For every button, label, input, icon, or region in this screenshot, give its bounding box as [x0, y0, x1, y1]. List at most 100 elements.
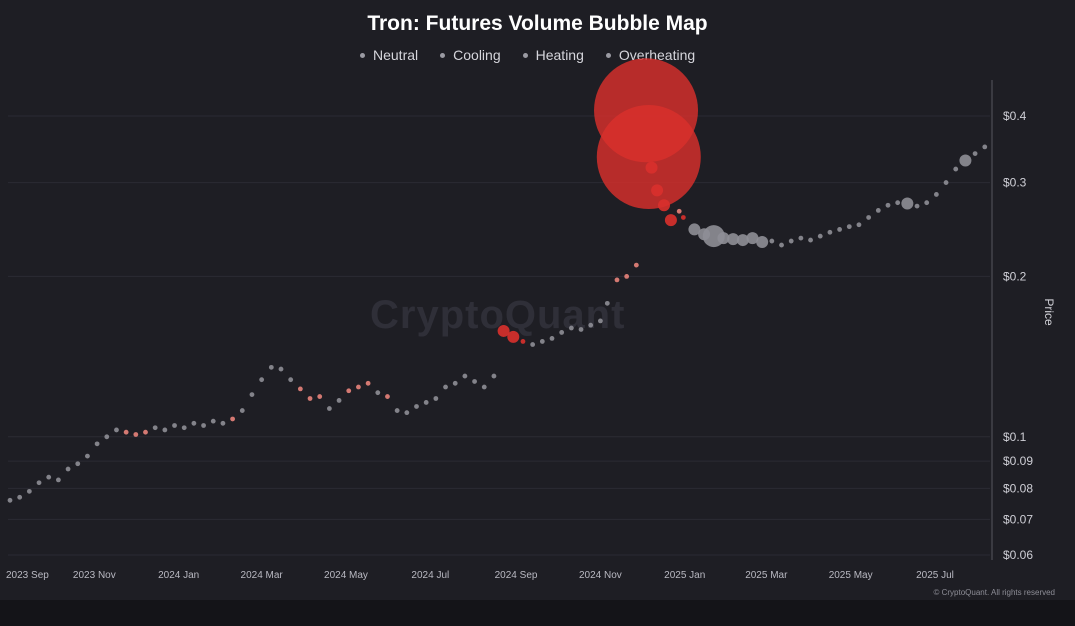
data-point-neutral: [94, 441, 100, 447]
data-point-neutral: [172, 423, 177, 428]
y-tick-labels: $0.4 $0.3 $0.2 $0.1 $0.09 $0.08 $0.07 $0.06: [1003, 109, 1033, 562]
data-point-neutral: [181, 425, 187, 431]
data-point-overheating: [507, 330, 520, 343]
data-point-neutral: [104, 434, 110, 440]
data-point-neutral: [191, 420, 197, 426]
data-point-neutral: [924, 200, 930, 206]
data-point-neutral: [866, 215, 872, 220]
data-point-overheating: [645, 161, 658, 174]
data-point-heating: [624, 273, 630, 279]
x-tick-label: 2025 Jul: [916, 570, 954, 581]
x-tick-label: 2025 Jan: [664, 570, 705, 581]
legend-marker-neutral: [360, 52, 365, 58]
y-tick-label: $0.3: [1003, 176, 1027, 190]
data-point-heating: [297, 386, 303, 392]
data-point-neutral: [856, 222, 862, 228]
x-tick-label: 2024 Nov: [579, 570, 622, 581]
data-point-neutral: [688, 223, 701, 236]
data-point-neutral: [798, 235, 804, 241]
data-point-heating: [143, 429, 148, 435]
data-point-neutral: [953, 166, 959, 172]
data-point-overheating: [657, 199, 670, 212]
legend-label-heating: Heating: [535, 47, 584, 63]
data-point-neutral: [568, 325, 574, 331]
data-point-neutral: [530, 342, 536, 347]
data-point-neutral: [452, 380, 458, 386]
data-point-neutral: [779, 242, 784, 248]
data-point-neutral: [326, 406, 332, 411]
data-point-neutral: [972, 151, 978, 157]
data-point-neutral: [808, 237, 813, 243]
legend-marker-overheating: [605, 52, 611, 58]
data-point-overheating: [520, 339, 526, 344]
data-point-neutral: [788, 238, 794, 244]
x-tick-label: 2025 May: [829, 570, 873, 581]
data-point-heating: [676, 208, 682, 214]
y-tick-label: $0.08: [1003, 481, 1033, 495]
data-point-neutral: [769, 238, 775, 244]
data-point-neutral: [414, 404, 419, 409]
x-tick-label: 2024 Jan: [158, 570, 199, 581]
data-point-heating: [365, 380, 371, 386]
x-tick-label: 2025 Mar: [745, 570, 788, 581]
data-point-heating: [230, 416, 236, 422]
data-point-neutral: [914, 203, 920, 209]
data-point-neutral: [875, 208, 881, 213]
data-points: [7, 58, 988, 503]
x-tick-label: 2024 Jul: [411, 570, 449, 581]
data-point-heating: [385, 394, 390, 399]
data-point-overheating: [651, 184, 664, 197]
data-point-neutral: [288, 377, 294, 383]
legend-marker-cooling: [440, 52, 446, 58]
data-point-neutral: [736, 234, 749, 247]
data-point-neutral: [55, 477, 61, 483]
legend-item-heating[interactable]: Heating: [522, 47, 584, 63]
data-point-heating: [356, 384, 361, 390]
data-point-neutral: [249, 392, 255, 398]
x-tick-labels: 2023 Sep 2023 Nov 2024 Jan 2024 Mar 2024 May…: [6, 570, 954, 581]
copyright-notice: © CryptoQuant. All rights reserved: [933, 588, 1056, 597]
data-point-neutral: [549, 335, 555, 341]
data-point-neutral: [26, 488, 32, 494]
data-point-neutral: [837, 227, 842, 232]
data-point-neutral: [982, 144, 988, 150]
y-tick-label: $0.07: [1003, 512, 1033, 526]
y-tick-label: $0.4: [1003, 109, 1027, 123]
y-axis-title: Price: [1042, 298, 1056, 326]
data-point-neutral: [423, 400, 429, 405]
data-point-neutral: [933, 192, 939, 197]
data-point-neutral: [239, 408, 245, 413]
legend-item-cooling[interactable]: Cooling: [440, 47, 501, 63]
x-tick-label: 2023 Nov: [73, 570, 116, 581]
data-point-neutral: [943, 180, 949, 185]
data-point-neutral: [597, 318, 603, 324]
data-point-neutral: [162, 427, 168, 433]
data-point-neutral: [472, 379, 477, 384]
data-point-neutral: [491, 373, 497, 379]
data-point-neutral: [443, 384, 448, 390]
data-point-neutral: [588, 322, 594, 328]
data-point-neutral: [259, 377, 265, 383]
data-point-neutral: [559, 330, 565, 335]
legend-marker-heating: [522, 52, 528, 58]
data-point-heating: [307, 396, 313, 401]
data-point-neutral: [539, 339, 545, 344]
data-point-neutral: [433, 396, 439, 401]
data-point-neutral: [85, 453, 90, 459]
data-point-neutral: [481, 384, 487, 390]
data-point-heating: [133, 432, 139, 437]
legend-item-neutral[interactable]: Neutral: [360, 47, 418, 63]
data-point-heating: [317, 394, 323, 399]
data-point-neutral: [756, 236, 769, 249]
data-point-neutral: [885, 202, 891, 208]
x-tick-label: 2024 May: [324, 570, 368, 581]
data-point-neutral: [75, 461, 81, 467]
y-tick-label: $0.09: [1003, 454, 1033, 468]
data-point-neutral: [201, 423, 206, 428]
data-point-neutral: [210, 418, 216, 424]
data-point-neutral: [46, 474, 52, 480]
data-point-neutral: [114, 427, 119, 433]
data-point-neutral: [846, 224, 852, 230]
data-point-neutral: [375, 390, 381, 396]
